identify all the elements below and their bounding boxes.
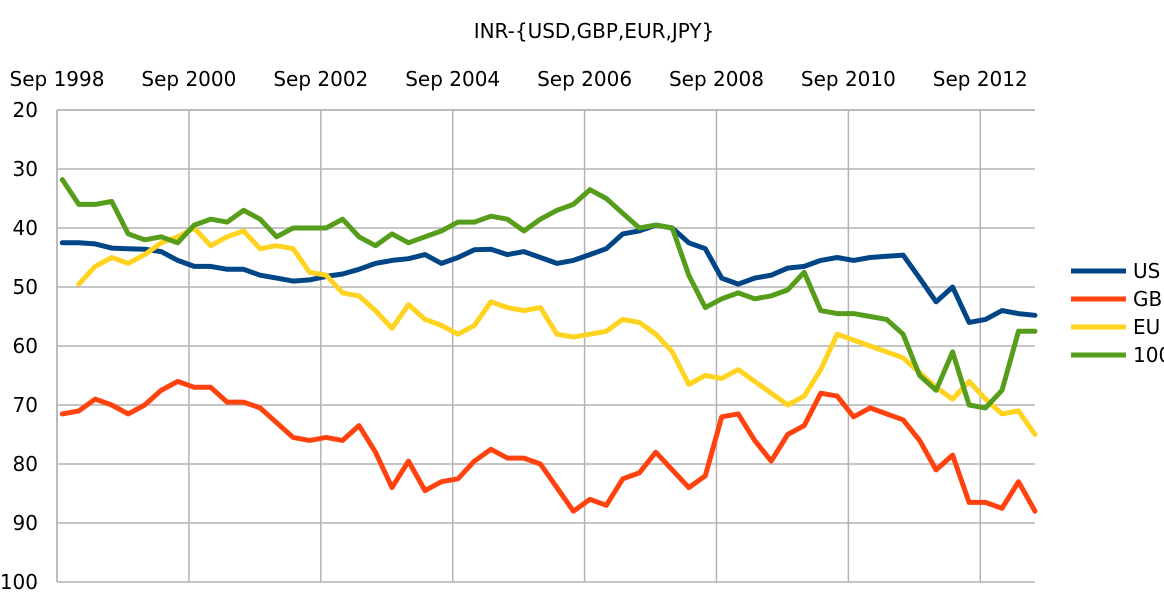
legend-label: US — [1133, 259, 1160, 283]
x-tick-label: Sep 2006 — [537, 67, 632, 91]
x-tick-label: Sep 2012 — [933, 67, 1028, 91]
y-tick-label: 50 — [13, 275, 38, 299]
series-line-gbp — [59, 378, 1038, 514]
x-tick-label: Sep 2010 — [801, 67, 896, 91]
y-tick-label: 20 — [13, 98, 38, 122]
x-tick-label: Sep 2008 — [669, 67, 764, 91]
x-tick-label: Sep 2000 — [141, 67, 236, 91]
legend-label: 100 — [1133, 343, 1164, 367]
y-tick-label: 30 — [13, 157, 38, 181]
y-tick-label: 80 — [13, 452, 38, 476]
series-line-usd — [59, 222, 1038, 325]
legend: US GB EU 100 — [1071, 259, 1164, 367]
x-tick-label: Sep 2002 — [273, 67, 368, 91]
series-lines — [59, 177, 1038, 514]
series-line-100-jpy — [59, 177, 1038, 411]
chart-title: INR-{USD,GBP,EUR,JPY} — [474, 19, 715, 43]
x-tick-label: Sep 2004 — [405, 67, 500, 91]
x-tick-label: Sep 1998 — [10, 67, 105, 91]
y-axis-ticks: 20 30 40 50 60 70 80 90 100 — [0, 98, 38, 594]
x-axis-ticks: Sep 1998 Sep 2000 Sep 2002 Sep 2004 Sep 2006… — [10, 67, 1028, 91]
y-tick-label: 100 — [0, 570, 38, 594]
grid-lines — [56, 109, 1035, 583]
y-tick-label: 90 — [13, 511, 38, 535]
series-line-eur — [76, 225, 1038, 437]
y-tick-label: 60 — [13, 334, 38, 358]
y-tick-label: 40 — [13, 216, 38, 240]
y-tick-label: 70 — [13, 393, 38, 417]
legend-label: EU — [1133, 315, 1160, 339]
legend-label: GB — [1133, 287, 1162, 311]
